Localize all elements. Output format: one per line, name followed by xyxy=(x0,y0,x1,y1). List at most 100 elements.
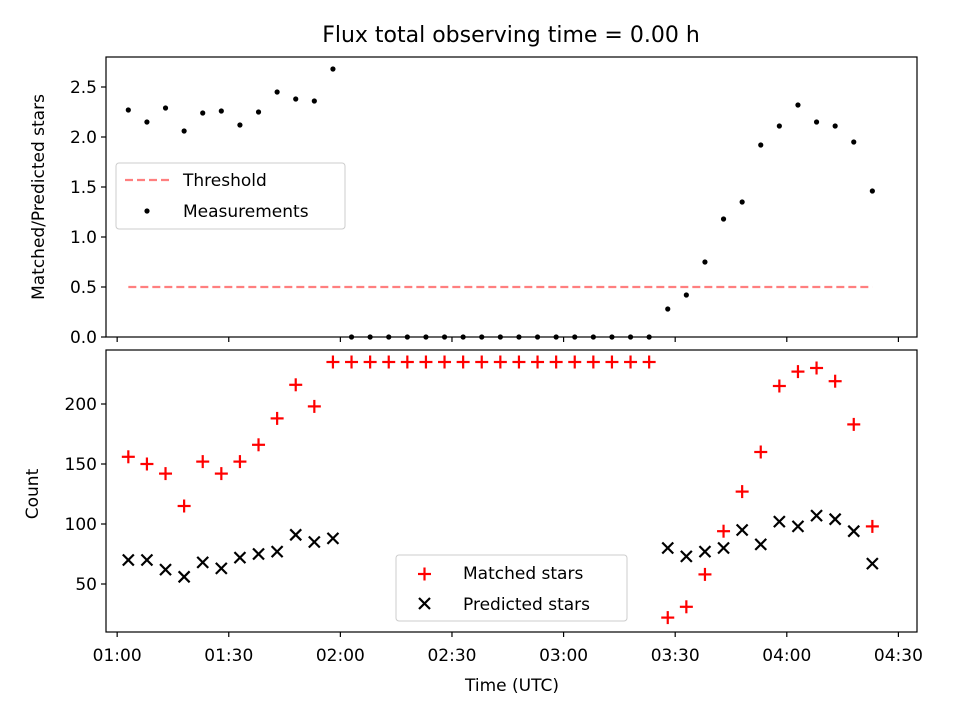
top-y-axis-label: Matched/Predicted stars xyxy=(29,94,49,300)
predicted-point xyxy=(735,523,749,537)
measurements-legend-swatch xyxy=(144,208,150,214)
predicted-point xyxy=(698,545,712,558)
matched-point xyxy=(140,457,154,471)
measurement-point xyxy=(144,119,150,125)
matched-point xyxy=(233,455,247,469)
matched-point xyxy=(493,355,507,369)
matched-point xyxy=(400,355,414,369)
matched-point xyxy=(865,519,879,533)
measurement-point xyxy=(293,96,299,102)
bottom-y-tick-label: 50 xyxy=(75,575,97,595)
matched-point xyxy=(772,379,786,393)
predicted-point xyxy=(828,512,842,526)
matched-point xyxy=(363,355,377,369)
measurement-point xyxy=(255,109,262,115)
bottom-y-ticks: 50 100 150 200 xyxy=(65,395,106,595)
predicted-point xyxy=(252,547,265,561)
bottom-y-tick-label: 150 xyxy=(65,455,97,475)
matched-point xyxy=(791,365,805,379)
predicted-point xyxy=(308,535,321,549)
bottom-y-tick-label: 100 xyxy=(65,515,97,535)
predicted-point xyxy=(754,538,768,551)
matched-legend-label: Matched stars xyxy=(463,564,583,584)
bottom-y-axis-label: Count xyxy=(23,468,43,519)
measurement-point xyxy=(311,98,317,104)
measurement-point xyxy=(758,142,764,148)
matched-point xyxy=(252,438,266,452)
matched-point xyxy=(642,355,656,369)
matched-point xyxy=(438,355,452,369)
predicted-point xyxy=(140,553,154,567)
measurement-point xyxy=(162,105,169,111)
matched-point xyxy=(586,355,600,369)
matched-point xyxy=(828,374,842,388)
predicted-point xyxy=(680,550,693,563)
matched-point xyxy=(214,467,228,481)
x-tick-label: 04:00 xyxy=(762,646,811,666)
measurement-point xyxy=(702,259,708,265)
predicted-point xyxy=(326,532,340,545)
matched-point xyxy=(289,378,303,392)
x-tick-label: 04:30 xyxy=(874,646,923,666)
x-axis-label: Time (UTC) xyxy=(464,676,559,696)
predicted-point xyxy=(773,515,786,528)
matched-point xyxy=(568,355,582,369)
measurement-point xyxy=(869,188,875,194)
matched-point xyxy=(661,611,675,625)
measurement-point xyxy=(739,199,745,205)
measurement-point xyxy=(776,123,782,129)
threshold-legend-label: Threshold xyxy=(182,171,267,191)
predicted-point xyxy=(866,557,879,570)
matched-point xyxy=(605,355,619,369)
predicted-point xyxy=(661,541,675,555)
matched-point xyxy=(196,455,210,469)
matched-point xyxy=(810,361,824,375)
x-tick-label: 02:00 xyxy=(316,646,365,666)
predicted-point xyxy=(122,553,135,567)
top-axes-frame xyxy=(105,56,918,338)
bottom-data-layer xyxy=(121,355,879,625)
measurement-point xyxy=(813,119,820,125)
matched-legend-swatch xyxy=(418,567,431,581)
matched-point xyxy=(549,355,563,369)
measurement-point xyxy=(851,139,857,145)
top-y-tick-label: 0.5 xyxy=(70,278,97,298)
top-y-tick-label: 0.0 xyxy=(70,328,97,348)
matched-point xyxy=(382,355,396,369)
measurement-point xyxy=(832,123,838,129)
measurements-legend-label: Measurements xyxy=(183,202,309,222)
bottom-y-tick-label: 200 xyxy=(65,395,97,415)
matched-point xyxy=(345,355,359,369)
predicted-point xyxy=(159,563,172,576)
matched-point xyxy=(159,467,173,481)
matched-point xyxy=(531,355,545,369)
matched-point xyxy=(456,355,470,369)
x-tick-label: 03:30 xyxy=(651,646,700,666)
predicted-point xyxy=(196,556,210,569)
measurement-point xyxy=(683,292,689,298)
predicted-point xyxy=(215,562,228,575)
matched-point xyxy=(475,355,489,369)
top-y-tick-label: 1.0 xyxy=(70,228,97,248)
bottom-x-ticks: 01:00 01:30 02:00 02:30 03:00 03:30 04:00 04:30 xyxy=(93,632,923,666)
predicted-legend-swatch xyxy=(418,597,431,610)
top-y-ticks: 0.0 0.5 1.0 1.5 2.0 2.5 xyxy=(70,78,106,348)
matched-point xyxy=(177,499,191,513)
matched-point xyxy=(698,567,712,581)
top-y-tick-label: 1.5 xyxy=(70,178,97,198)
predicted-point xyxy=(289,528,303,542)
predicted-point xyxy=(810,509,823,522)
x-tick-label: 03:00 xyxy=(539,646,588,666)
measurement-point xyxy=(330,66,336,72)
measurement-point xyxy=(274,89,280,95)
predicted-legend-label: Predicted stars xyxy=(463,595,590,615)
top-legend: Threshold Measurements xyxy=(115,162,346,230)
top-y-tick-label: 2.0 xyxy=(70,128,97,148)
measurement-point xyxy=(181,128,187,134)
x-tick-label: 02:30 xyxy=(427,646,476,666)
matched-point xyxy=(679,600,693,614)
matched-point xyxy=(624,355,638,369)
top-data-layer xyxy=(125,66,875,340)
